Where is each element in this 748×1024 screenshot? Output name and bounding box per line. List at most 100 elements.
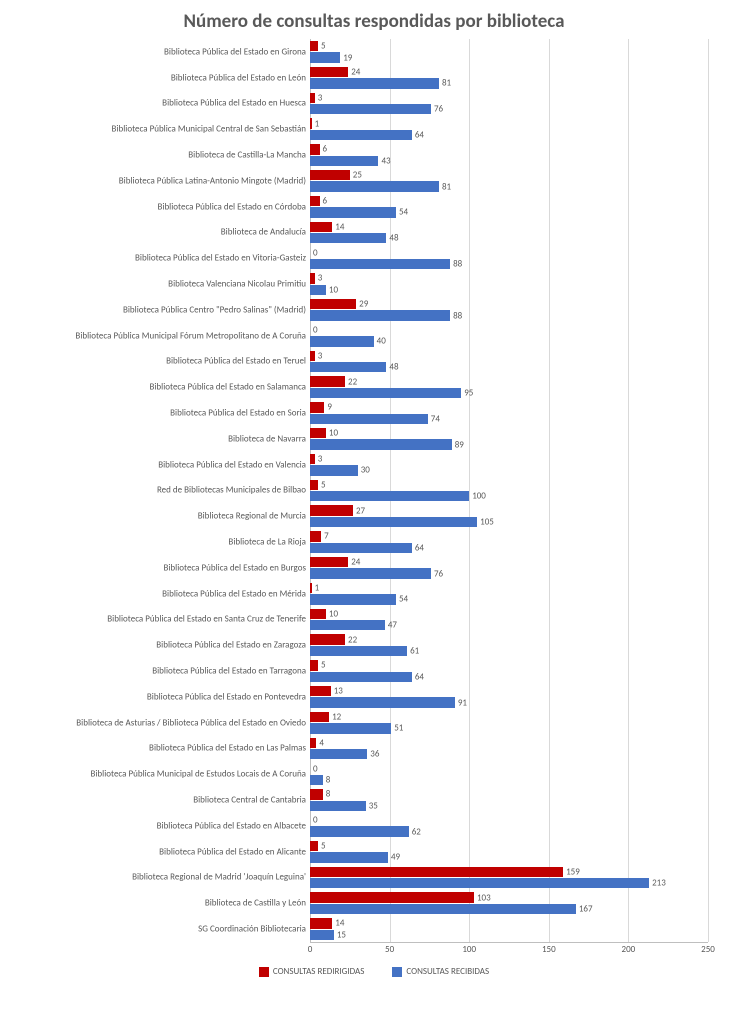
bar-redirigidas: 9 — [310, 402, 324, 412]
category-label: Biblioteca de Castilla y León — [205, 898, 310, 909]
category-row: Biblioteca de Asturias / Biblioteca Públ… — [310, 710, 708, 736]
bar-value-redirigidas: 159 — [563, 866, 580, 877]
category-row: Biblioteca Pública del Estado en Soria97… — [310, 400, 708, 426]
x-tick-label: 100 — [462, 944, 476, 955]
bar-value-recibidas: 36 — [367, 749, 379, 760]
bar-value-redirigidas: 1 — [312, 118, 320, 129]
category-row: Biblioteca Pública del Estado en Ponteve… — [310, 684, 708, 710]
bar-value-redirigidas: 0 — [310, 763, 318, 774]
category-row: Biblioteca Pública del Estado en Córdoba… — [310, 194, 708, 220]
bar-redirigidas: 5 — [310, 841, 318, 851]
bar-redirigidas: 14 — [310, 918, 332, 928]
bar-recibidas: 100 — [310, 491, 469, 501]
category-row: Biblioteca Pública Latina-Antonio Mingot… — [310, 168, 708, 194]
category-label: Biblioteca Pública del Estado en León — [171, 72, 310, 83]
category-label: Biblioteca Pública del Estado en Albacet… — [157, 820, 310, 831]
category-label: Biblioteca Pública del Estado en Tarrago… — [152, 666, 310, 677]
bar-value-redirigidas: 8 — [323, 789, 331, 800]
bar-value-recibidas: 64 — [412, 671, 424, 682]
bar-recibidas: 48 — [310, 233, 386, 243]
bar-value-recibidas: 40 — [374, 336, 386, 347]
bar-redirigidas: 5 — [310, 660, 318, 670]
bar-value-redirigidas: 5 — [318, 841, 326, 852]
bar-value-redirigidas: 5 — [318, 479, 326, 490]
bar-value-redirigidas: 22 — [345, 634, 357, 645]
bar-value-recibidas: 167 — [576, 903, 593, 914]
bar-value-redirigidas: 22 — [345, 376, 357, 387]
category-row: Biblioteca de Andalucía1448 — [310, 220, 708, 246]
category-row: Biblioteca Pública del Estado en Albacet… — [310, 813, 708, 839]
bar-value-recibidas: 81 — [439, 78, 451, 89]
bar-recibidas: 8 — [310, 775, 323, 785]
category-label: Biblioteca de Asturias / Biblioteca Públ… — [76, 717, 310, 728]
bar-value-recibidas: 76 — [431, 568, 443, 579]
bar-value-redirigidas: 14 — [332, 918, 344, 929]
category-row: Biblioteca Pública Municipal Central de … — [310, 116, 708, 142]
category-label: Biblioteca de Andalucía — [221, 227, 310, 238]
bar-recibidas: 64 — [310, 130, 412, 140]
category-label: Biblioteca Pública del Estado en Teruel — [166, 356, 310, 367]
category-label: Biblioteca Pública del Estado en Mérida — [162, 588, 310, 599]
bar-redirigidas: 3 — [310, 93, 315, 103]
category-label: Biblioteca Pública del Estado en Vitoria… — [135, 253, 310, 264]
bar-value-recibidas: 89 — [452, 439, 464, 450]
category-row: Biblioteca Pública Centro "Pedro Salinas… — [310, 297, 708, 323]
bar-redirigidas: 5 — [310, 480, 318, 490]
bar-recibidas: 81 — [310, 181, 439, 191]
bar-redirigidas: 10 — [310, 609, 326, 619]
gridline — [708, 39, 709, 942]
bar-value-redirigidas: 103 — [474, 892, 491, 903]
category-row: Red de Bibliotecas Municipales de Bilbao… — [310, 478, 708, 504]
category-label: Biblioteca Pública del Estado en Zaragoz… — [156, 640, 310, 651]
bar-recibidas: 167 — [310, 904, 576, 914]
bar-value-redirigidas: 5 — [318, 41, 326, 52]
chart-container: Número de consultas respondidas por bibl… — [0, 0, 748, 1024]
bar-value-recibidas: 10 — [326, 284, 338, 295]
bar-value-recibidas: 88 — [450, 310, 462, 321]
bar-recibidas: 88 — [310, 259, 450, 269]
bar-redirigidas: 27 — [310, 505, 353, 515]
bar-redirigidas: 25 — [310, 170, 350, 180]
bar-redirigidas: 159 — [310, 867, 563, 877]
category-label: Biblioteca Pública Municipal de Estudos … — [90, 769, 310, 780]
bar-value-redirigidas: 0 — [310, 815, 318, 826]
plot-area: Biblioteca Pública del Estado en Girona5… — [310, 39, 708, 942]
category-label: Biblioteca de Castilla-La Mancha — [188, 150, 310, 161]
category-row: Biblioteca Regional de Madrid 'Joaquín L… — [310, 865, 708, 891]
bar-recibidas: 213 — [310, 878, 649, 888]
bar-value-redirigidas: 9 — [324, 402, 332, 413]
category-row: Biblioteca Pública del Estado en Vitoria… — [310, 245, 708, 271]
bar-recibidas: 61 — [310, 646, 407, 656]
bar-value-recibidas: 47 — [385, 620, 397, 631]
bar-value-redirigidas: 7 — [321, 531, 329, 542]
bar-recibidas: 81 — [310, 78, 439, 88]
bar-recibidas: 62 — [310, 826, 409, 836]
bar-recibidas: 89 — [310, 439, 452, 449]
x-tick-label: 0 — [308, 944, 313, 955]
x-tick-label: 50 — [385, 944, 394, 955]
bar-value-redirigidas: 25 — [350, 170, 362, 181]
category-label: Biblioteca Pública del Estado en Valenci… — [158, 459, 310, 470]
bar-value-recibidas: 51 — [391, 723, 403, 734]
category-label: Biblioteca Pública Municipal Fórum Metro… — [75, 330, 310, 341]
bar-recibidas: 54 — [310, 207, 396, 217]
bar-recibidas: 30 — [310, 465, 358, 475]
category-row: Biblioteca Pública del Estado en Girona5… — [310, 39, 708, 65]
bar-redirigidas: 3 — [310, 273, 315, 283]
bar-recibidas: 76 — [310, 104, 431, 114]
x-tick-label: 250 — [701, 944, 715, 955]
category-label: Biblioteca Pública del Estado en Córdoba — [157, 201, 310, 212]
bar-recibidas: 49 — [310, 852, 388, 862]
category-label: Biblioteca Pública del Estado en Ponteve… — [147, 691, 310, 702]
category-row: Biblioteca Pública del Estado en Burgos2… — [310, 555, 708, 581]
category-label: Biblioteca Pública del Estado en Salaman… — [149, 382, 310, 393]
category-row: Biblioteca Pública del Estado en Salaman… — [310, 374, 708, 400]
category-row: Biblioteca de Castilla-La Mancha643 — [310, 142, 708, 168]
bar-value-recibidas: 15 — [334, 929, 346, 940]
bar-value-redirigidas: 10 — [326, 428, 338, 439]
bar-value-recibidas: 88 — [450, 258, 462, 269]
category-row: Biblioteca Regional de Murcia27105 — [310, 503, 708, 529]
bar-value-redirigidas: 3 — [315, 454, 323, 465]
bar-redirigidas: 5 — [310, 41, 318, 51]
bar-recibidas: 51 — [310, 723, 391, 733]
